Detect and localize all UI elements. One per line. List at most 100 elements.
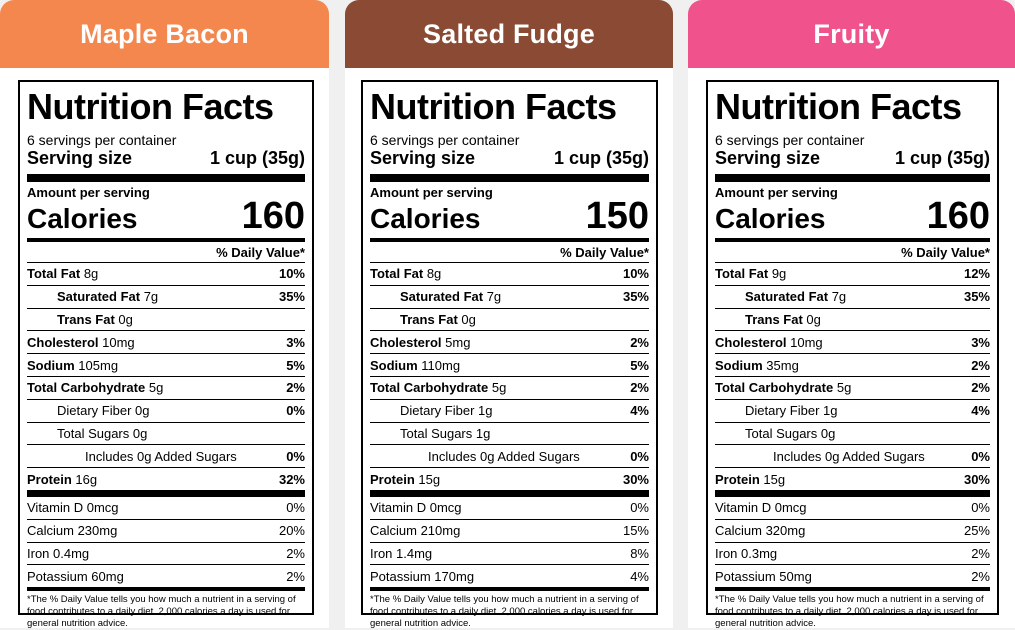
nutrient-row: Includes 0g Added Sugars 0%	[370, 444, 649, 467]
nutrient-row: Sodium 110mg 5%	[370, 353, 649, 376]
vitamin-name: Calcium 230mg	[27, 523, 118, 539]
nutrient-row: Total Fat 8g 10%	[370, 262, 649, 285]
nutrient-daily-value: 0%	[971, 448, 990, 464]
nutrition-label: Nutrition Facts 6 servings per container S…	[361, 80, 658, 629]
nutrient-name-group: Dietary Fiber 0g	[27, 403, 150, 418]
nutrient-row: Trans Fat 0g	[715, 307, 990, 331]
nutrient-name-group: Total Carbohydrate 5g	[715, 380, 851, 395]
nutrient-row: Total Carbohydrate 5g 2%	[27, 375, 305, 399]
calories-label: Calories	[370, 203, 481, 234]
nutrient-name-group: Includes 0g Added Sugars	[27, 449, 237, 464]
nutrient-name: Saturated Fat	[57, 289, 141, 305]
flavor-header: Maple Bacon	[0, 0, 329, 68]
serving-size-label: Serving size	[27, 148, 133, 168]
vitamin-daily-value: 0%	[286, 500, 305, 516]
daily-value-header: % Daily Value*	[216, 245, 305, 260]
nutrient-amount: 8g	[426, 266, 442, 282]
nutrient-daily-value: 2%	[971, 380, 990, 396]
nutrient-amount: 35mg	[766, 357, 799, 373]
vitamin-row: Vitamin D 0mcg 0%	[715, 489, 990, 519]
nutrient-name-group: Sodium 110mg	[370, 358, 460, 373]
nutrient-row: Protein 16g 32%	[27, 467, 305, 490]
calories-value: 160	[241, 195, 305, 237]
nutrient-amount: 9g	[771, 266, 787, 282]
nutrient-daily-value: 0%	[286, 403, 305, 419]
daily-value-footnote: *The % Daily Value tells you how much a …	[715, 587, 990, 630]
nutrient-amount: 0g	[135, 403, 150, 419]
serving-size-row: Serving size 1 cup (35g)	[27, 148, 305, 168]
calories-label: Calories	[27, 203, 138, 234]
nutrient-row: Sodium 35mg 2%	[715, 353, 990, 376]
nutrient-amount: 105mg	[78, 357, 119, 373]
nutrient-name-group: Total Sugars 0g	[715, 426, 835, 441]
nutrient-row: Total Sugars 1g	[370, 421, 649, 445]
nutrient-daily-value: 12%	[963, 266, 990, 282]
vitamin-name: Vitamin D 0mcg	[370, 500, 462, 516]
nutrient-name: Protein	[370, 471, 415, 487]
nutrient-amount: 0g	[461, 311, 476, 327]
nutrient-row: Cholesterol 10mg 3%	[27, 330, 305, 353]
nutrient-row: Trans Fat 0g	[27, 307, 305, 331]
vitamin-daily-value: 20%	[278, 523, 305, 539]
nutrient-name-group: Protein 15g	[370, 472, 440, 487]
nutrient-daily-value: 3%	[971, 334, 990, 350]
nutrient-daily-value: 35%	[963, 289, 990, 305]
nutrient-row: Total Fat 9g 12%	[715, 262, 990, 285]
vitamin-name: Iron 0.4mg	[27, 545, 90, 561]
nutrient-name: Trans Fat	[745, 311, 803, 327]
divider-thick	[27, 174, 305, 182]
vitamin-daily-value: 2%	[971, 545, 990, 561]
nutrient-name: Total Carbohydrate	[27, 380, 146, 396]
nutrient-name: Cholesterol	[715, 334, 787, 350]
nutrient-daily-value: 5%	[286, 357, 305, 373]
nutrient-amount: 5mg	[445, 334, 471, 350]
servings-per-container: 6 servings per container	[27, 132, 177, 148]
nutrient-name: Includes 0g Added Sugars	[773, 448, 925, 464]
nutrient-row: Trans Fat 0g	[370, 307, 649, 331]
nutrient-name-group: Total Fat 8g	[370, 266, 441, 281]
calories-row: Calories 150	[370, 197, 649, 235]
flavor-name: Maple Bacon	[80, 18, 249, 49]
nutrient-amount: 7g	[831, 289, 847, 305]
nutrient-name-group: Total Carbohydrate 5g	[27, 380, 163, 395]
nutrient-amount: 0g	[132, 425, 148, 441]
nutrient-name: Total Sugars	[400, 425, 473, 441]
nutrient-name: Trans Fat	[400, 311, 458, 327]
nutrient-daily-value: 30%	[963, 471, 990, 487]
nutrient-amount: 10mg	[790, 334, 823, 350]
nutrient-name: Saturated Fat	[745, 289, 829, 305]
nutrient-name-group: Trans Fat 0g	[27, 312, 133, 327]
daily-value-footnote: *The % Daily Value tells you how much a …	[370, 587, 649, 630]
nutrient-name: Cholesterol	[370, 334, 442, 350]
amount-per-serving: Amount per serving	[715, 185, 838, 200]
divider-thick	[370, 174, 649, 182]
nutrient-name: Protein	[715, 471, 760, 487]
nutrient-name: Protein	[27, 471, 72, 487]
nutrient-name-group: Dietary Fiber 1g	[715, 403, 838, 418]
flavor-panel-salted-fudge: Salted Fudge Nutrition Facts 6 servings pe…	[345, 0, 673, 629]
nutrient-name-group: Sodium 105mg	[27, 358, 118, 373]
nutrient-amount: 15g	[418, 471, 441, 487]
nutrient-amount: 5g	[491, 380, 507, 396]
daily-value-header: % Daily Value*	[560, 245, 649, 260]
nutrient-daily-value: 4%	[971, 403, 990, 419]
nutrient-name: Total Fat	[27, 266, 81, 282]
nutrient-row: Total Fat 8g 10%	[27, 262, 305, 285]
nutrient-daily-value: 2%	[971, 357, 990, 373]
vitamin-daily-value: 0%	[971, 500, 990, 516]
nutrient-name: Total Fat	[370, 266, 424, 282]
serving-size-row: Serving size 1 cup (35g)	[715, 148, 990, 168]
nutrient-name-group: Trans Fat 0g	[715, 312, 821, 327]
vitamin-row: Iron 0.3mg 2%	[715, 541, 990, 565]
nutrition-facts-title: Nutrition Facts	[370, 86, 617, 127]
nutrient-name-group: Total Sugars 1g	[370, 426, 490, 441]
nutrient-row: Protein 15g 30%	[370, 467, 649, 490]
nutrient-name: Dietary Fiber	[745, 403, 820, 419]
vitamin-daily-value: 15%	[622, 523, 649, 539]
nutrient-row: Cholesterol 10mg 3%	[715, 330, 990, 353]
vitamin-name: Calcium 320mg	[715, 523, 806, 539]
nutrient-name-group: Total Carbohydrate 5g	[370, 380, 506, 395]
vitamin-name: Vitamin D 0mcg	[27, 500, 119, 516]
nutrient-row: Total Carbohydrate 5g 2%	[715, 375, 990, 399]
nutrient-name-group: Cholesterol 5mg	[370, 335, 470, 350]
